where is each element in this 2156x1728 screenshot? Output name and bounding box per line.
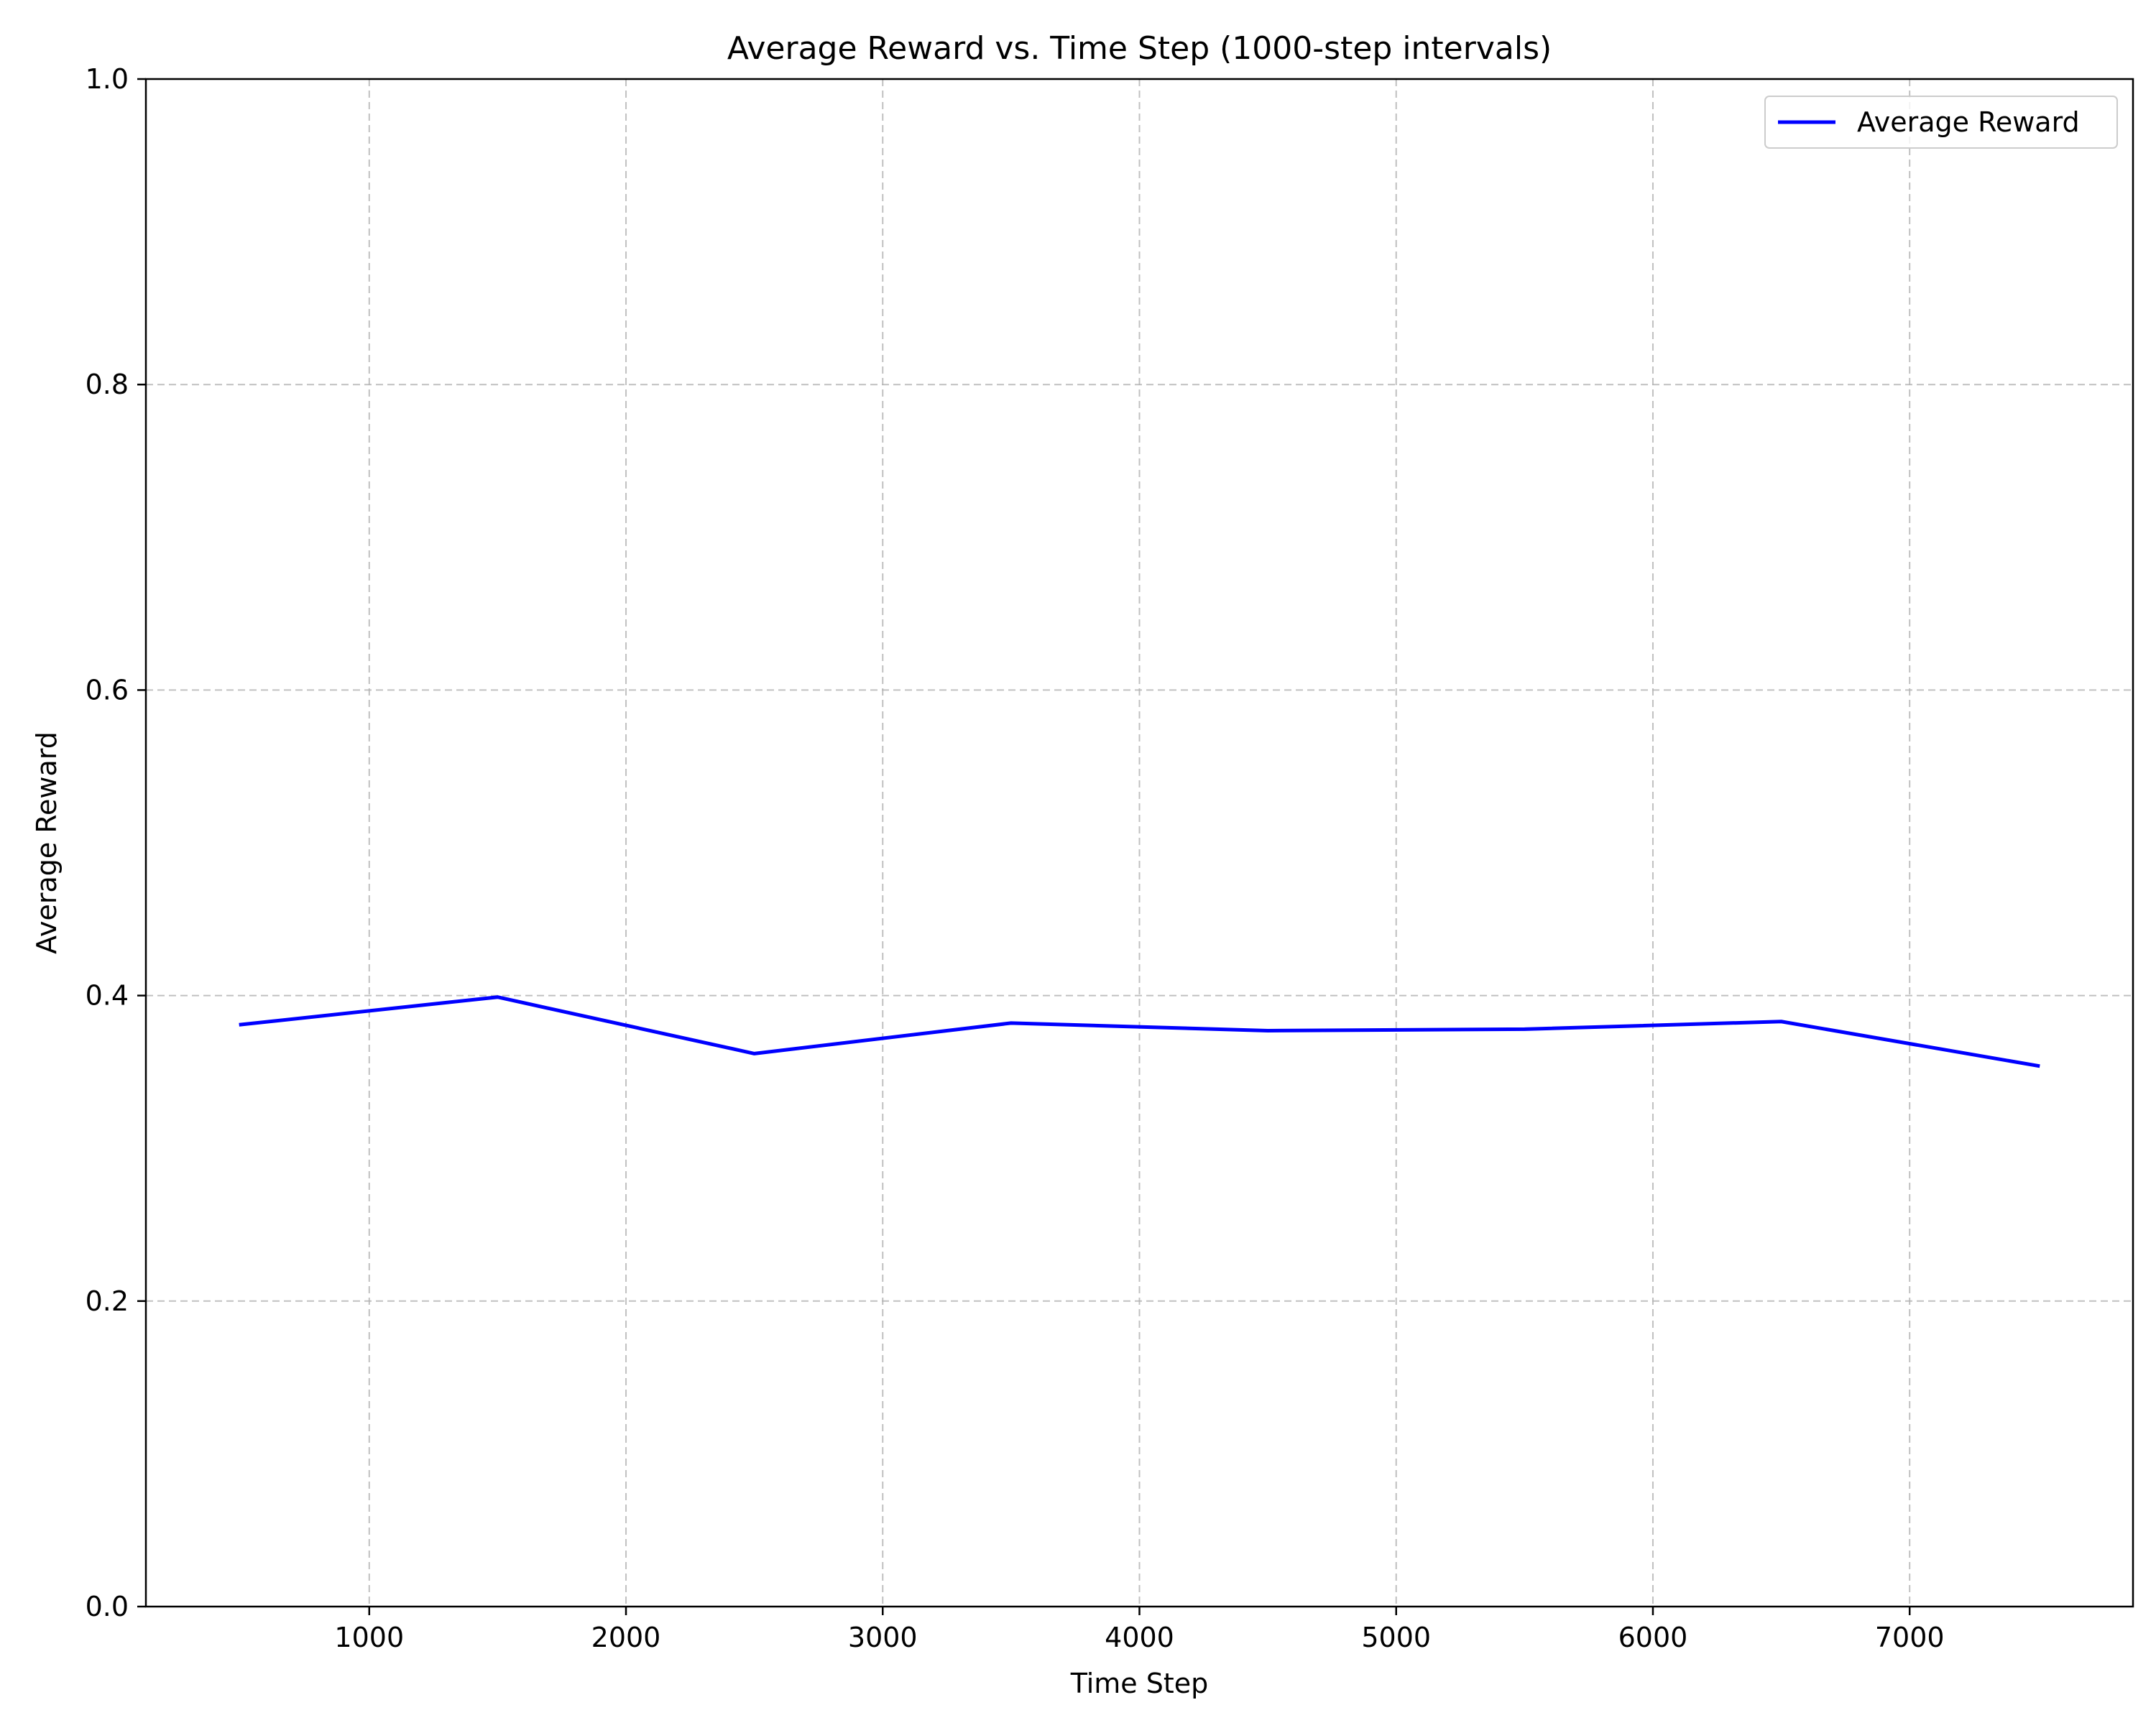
y-axis-label: Average Reward — [31, 731, 63, 954]
x-tick-label: 5000 — [1361, 1622, 1431, 1653]
y-tick-label: 0.8 — [86, 369, 129, 400]
ticks: 1000 2000 3000 4000 5000 6000 7000 0.0 0.2 0.4 0.6… — [86, 63, 1945, 1653]
x-tick-label: 6000 — [1618, 1622, 1688, 1653]
x-tick-label: 1000 — [334, 1622, 404, 1653]
x-tick-label: 2000 — [591, 1622, 661, 1653]
chart-title: Average Reward vs. Time Step (1000-step … — [727, 30, 1552, 67]
series-layer — [239, 995, 2040, 1068]
legend-label: Average Reward — [1857, 106, 2080, 138]
legend-box — [1764, 96, 2118, 149]
x-axis-label: Time Step — [1070, 1668, 1209, 1699]
y-tick-label: 0.6 — [86, 674, 129, 706]
y-tick-label: 0.0 — [86, 1591, 129, 1622]
x-tick-label: 7000 — [1875, 1622, 1945, 1653]
x-tick-label: 3000 — [848, 1622, 918, 1653]
y-tick-label: 1.0 — [86, 63, 129, 95]
x-tick-label: 4000 — [1105, 1622, 1174, 1653]
y-tick-label: 0.4 — [86, 980, 129, 1012]
legend: Average Reward — [1764, 96, 2118, 149]
y-tick-label: 0.2 — [86, 1285, 129, 1317]
series-line — [239, 995, 2040, 1068]
